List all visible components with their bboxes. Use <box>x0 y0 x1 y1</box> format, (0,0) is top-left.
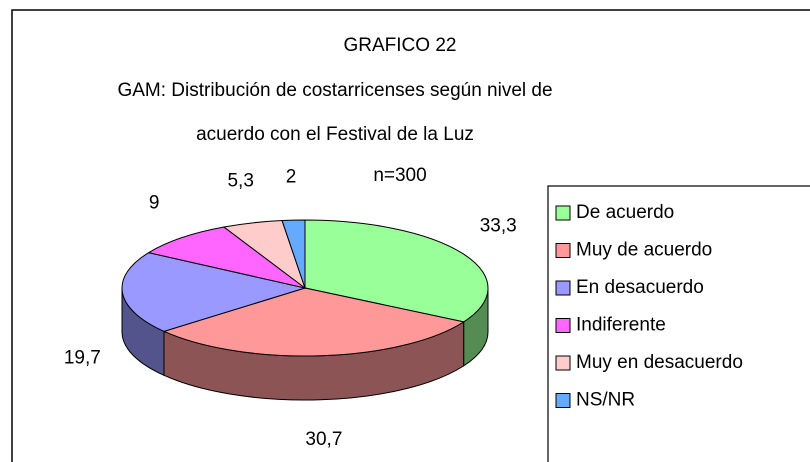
legend-box <box>547 185 810 462</box>
legend-swatch <box>555 243 571 258</box>
chart-subtitle: n=300 <box>373 165 426 186</box>
legend-swatch <box>555 280 571 296</box>
legend-label: NS/NR <box>576 390 635 411</box>
data-label: 9 <box>149 192 160 213</box>
slice <box>304 219 489 323</box>
slice <box>162 287 465 357</box>
slice <box>147 226 306 289</box>
data-label: 30,7 <box>305 429 342 450</box>
legend-swatch <box>555 393 571 408</box>
chart-subtitle: GAM: Distribución de costarricenses segú… <box>117 80 552 101</box>
legend-label: En desacuerdo <box>576 277 704 298</box>
legend-swatch <box>555 205 571 221</box>
data-label: 33,3 <box>480 216 517 237</box>
data-label: 5,3 <box>227 171 253 192</box>
chart-subtitle: acuerdo con el Festival de la Luz <box>196 124 474 145</box>
legend-swatch <box>555 355 571 371</box>
slice <box>121 252 307 332</box>
data-label: 19,7 <box>64 347 101 368</box>
legend-label: De acuerdo <box>576 202 674 223</box>
slice <box>281 219 306 289</box>
legend-label: Muy en desacuerdo <box>576 352 743 373</box>
legend-swatch <box>555 318 571 333</box>
legend-label: Muy de acuerdo <box>576 240 712 261</box>
chart-title: GRAFICO 22 <box>344 35 457 56</box>
data-label: 2 <box>286 167 297 188</box>
legend-label: Indiferente <box>576 315 666 336</box>
